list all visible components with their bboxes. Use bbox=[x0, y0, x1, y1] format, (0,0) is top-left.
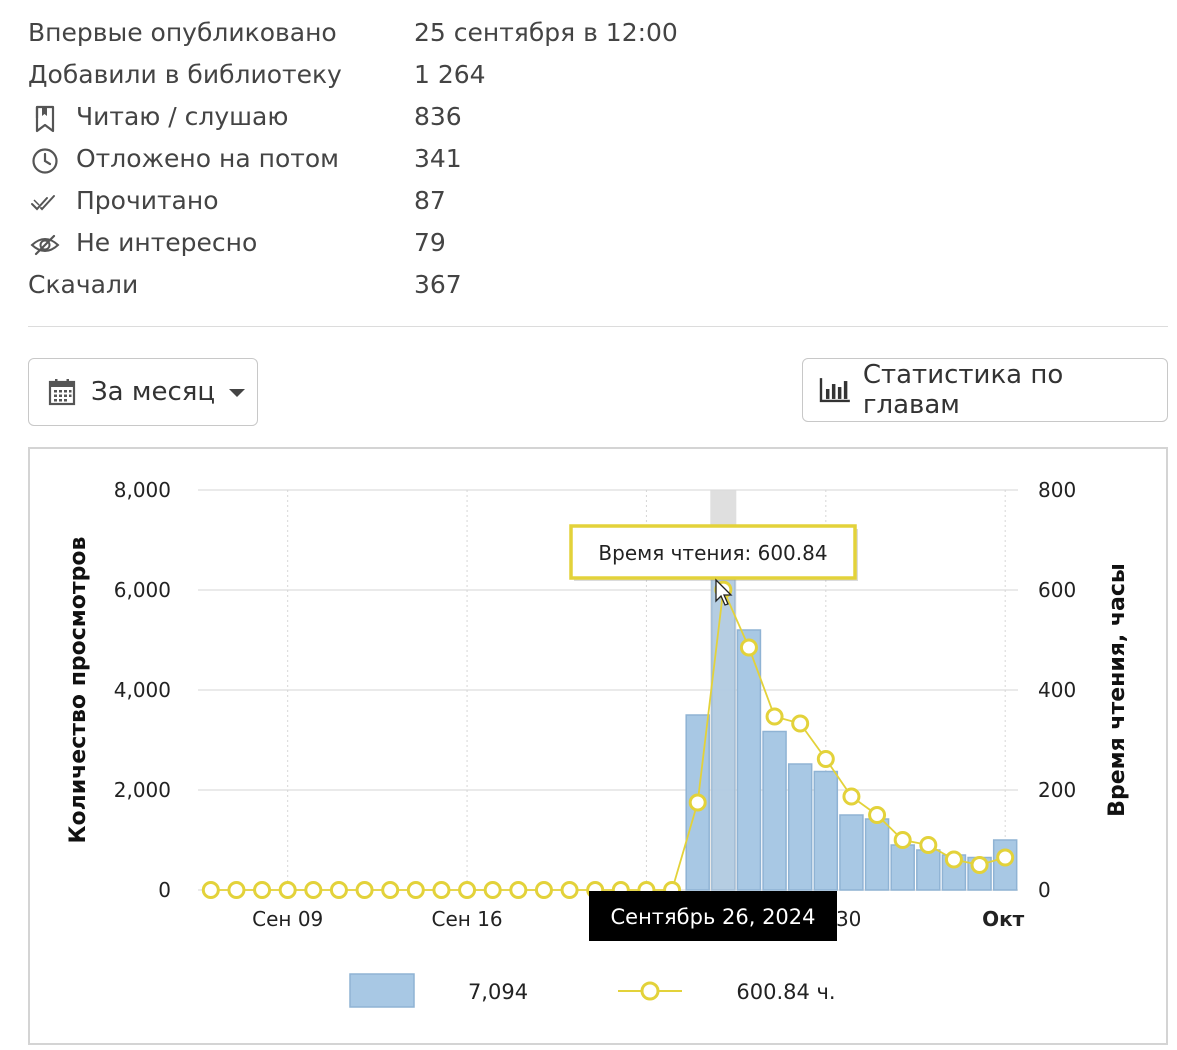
y-left-axis-title: Количество просмотров bbox=[66, 537, 91, 844]
stat-later: Отложено на потом 341 bbox=[28, 140, 1168, 182]
bar[interactable] bbox=[762, 730, 787, 891]
x-tick-label: Окт bbox=[982, 907, 1025, 931]
y-right-axis-title: Время чтения, часы bbox=[1105, 563, 1130, 817]
y-right-tick-label: 0 bbox=[1038, 878, 1051, 902]
views-reading-chart[interactable]: 0 2,000 4,000 6,000 8,000 0 200 400 600 800 Сен 09… bbox=[30, 449, 1166, 1043]
period-label: За месяц bbox=[91, 377, 216, 407]
x-tick-label: Сен 09 bbox=[252, 907, 323, 931]
calendar-icon bbox=[48, 379, 76, 406]
line-point[interactable] bbox=[739, 638, 758, 657]
y-left-tick-label: 6,000 bbox=[114, 578, 171, 602]
line-point[interactable] bbox=[329, 881, 348, 899]
line-point[interactable] bbox=[278, 881, 297, 899]
bar[interactable] bbox=[890, 844, 915, 891]
line-point[interactable] bbox=[304, 881, 323, 899]
bar[interactable] bbox=[916, 849, 941, 891]
y-right-tick-label: 400 bbox=[1038, 678, 1076, 702]
line-point[interactable] bbox=[432, 881, 451, 899]
line-point[interactable] bbox=[919, 836, 938, 854]
bar[interactable] bbox=[813, 770, 839, 891]
legend-bar-swatch bbox=[349, 973, 415, 1008]
chart-panel: 0 2,000 4,000 6,000 8,000 0 200 400 600 800 Сен 09… bbox=[28, 447, 1168, 1045]
bar[interactable] bbox=[736, 629, 762, 891]
stat-label: Не интересно bbox=[76, 228, 258, 257]
stat-not-interested: Не интересно 79 bbox=[28, 224, 1168, 266]
line-point[interactable] bbox=[483, 881, 502, 899]
line-point[interactable] bbox=[970, 856, 989, 874]
stat-value: 341 bbox=[414, 144, 462, 173]
line-point[interactable] bbox=[765, 707, 784, 726]
stats-list: Впервые опубликовано 25 сентября в 12:00… bbox=[28, 14, 1168, 308]
legend-bar-value: 7,094 bbox=[468, 980, 528, 1004]
stat-value: 25 сентября в 12:00 bbox=[414, 18, 678, 47]
divider bbox=[28, 326, 1168, 327]
y-left-tick-label: 2,000 bbox=[114, 778, 171, 802]
line-point[interactable] bbox=[458, 881, 477, 899]
line-point[interactable] bbox=[816, 750, 835, 768]
mouse-cursor-icon bbox=[715, 578, 733, 606]
crosshair-label-text: Сентябрь 26, 2024 bbox=[610, 905, 815, 929]
legend-line-value: 600.84 ч. bbox=[736, 980, 835, 1004]
stat-value: 836 bbox=[414, 102, 462, 131]
double-check-icon bbox=[31, 195, 55, 211]
line-point[interactable] bbox=[253, 881, 272, 899]
stat-value: 367 bbox=[414, 270, 462, 299]
period-dropdown[interactable]: За месяц bbox=[28, 358, 258, 426]
stat-label: Впервые опубликовано bbox=[28, 18, 337, 47]
line-point[interactable] bbox=[868, 806, 887, 824]
y-right-tick-label: 600 bbox=[1038, 578, 1076, 602]
line-point[interactable] bbox=[381, 881, 400, 899]
legend-line-marker bbox=[640, 981, 660, 1001]
line-point[interactable] bbox=[509, 881, 528, 899]
chevron-down-icon bbox=[229, 389, 246, 397]
stat-value: 87 bbox=[414, 186, 446, 215]
eye-slash-icon bbox=[30, 234, 60, 256]
line-point[interactable] bbox=[688, 793, 707, 812]
y-right-tick-label: 800 bbox=[1038, 478, 1076, 502]
line-point[interactable] bbox=[227, 881, 246, 899]
line-point[interactable] bbox=[355, 881, 374, 899]
bar-chart-icon bbox=[819, 378, 850, 403]
stat-reading: Читаю / слушаю 836 bbox=[28, 98, 1168, 140]
line-point[interactable] bbox=[791, 714, 810, 733]
stat-label: Отложено на потом bbox=[76, 144, 339, 173]
chapter-stats-button[interactable]: Статистика по главам bbox=[802, 358, 1168, 422]
stat-label: Добавили в библиотеку bbox=[28, 60, 342, 89]
bar[interactable] bbox=[864, 818, 890, 891]
line-point[interactable] bbox=[842, 787, 861, 806]
y-right-tick-label: 200 bbox=[1038, 778, 1076, 802]
bar[interactable] bbox=[839, 814, 864, 891]
line-point[interactable] bbox=[201, 881, 220, 899]
y-left-tick-label: 4,000 bbox=[114, 678, 171, 702]
stat-label: Скачали bbox=[28, 270, 139, 299]
y-left-tick-label: 8,000 bbox=[114, 478, 171, 502]
line-point[interactable] bbox=[996, 848, 1015, 867]
line-point[interactable] bbox=[560, 881, 579, 899]
bar[interactable] bbox=[787, 763, 813, 891]
y-left-tick-label: 0 bbox=[158, 878, 171, 902]
chapter-stats-label: Статистика по главам bbox=[862, 360, 1064, 420]
line-point[interactable] bbox=[944, 850, 963, 869]
stat-library: Добавили в библиотеку 1 264 bbox=[28, 56, 1168, 98]
tooltip-box bbox=[569, 524, 857, 580]
tooltip-text: Время чтения: 600.84 bbox=[598, 541, 827, 565]
line-point[interactable] bbox=[893, 831, 912, 849]
line-point[interactable] bbox=[406, 881, 425, 899]
line-point[interactable] bbox=[534, 881, 553, 899]
stat-label: Читаю / слушаю bbox=[76, 102, 289, 131]
clock-icon bbox=[32, 148, 58, 174]
stat-read: Прочитано 87 bbox=[28, 182, 1168, 224]
stat-value: 79 bbox=[414, 228, 446, 257]
stat-label: Прочитано bbox=[76, 186, 219, 215]
crosshair-label-box bbox=[589, 891, 837, 941]
bookmark-icon bbox=[35, 105, 55, 133]
stat-value: 1 264 bbox=[414, 60, 486, 89]
x-tick-label: Сен 16 bbox=[431, 907, 502, 931]
stat-published: Впервые опубликовано 25 сентября в 12:00 bbox=[28, 14, 1168, 56]
stat-downloaded: Скачали 367 bbox=[28, 266, 1168, 308]
